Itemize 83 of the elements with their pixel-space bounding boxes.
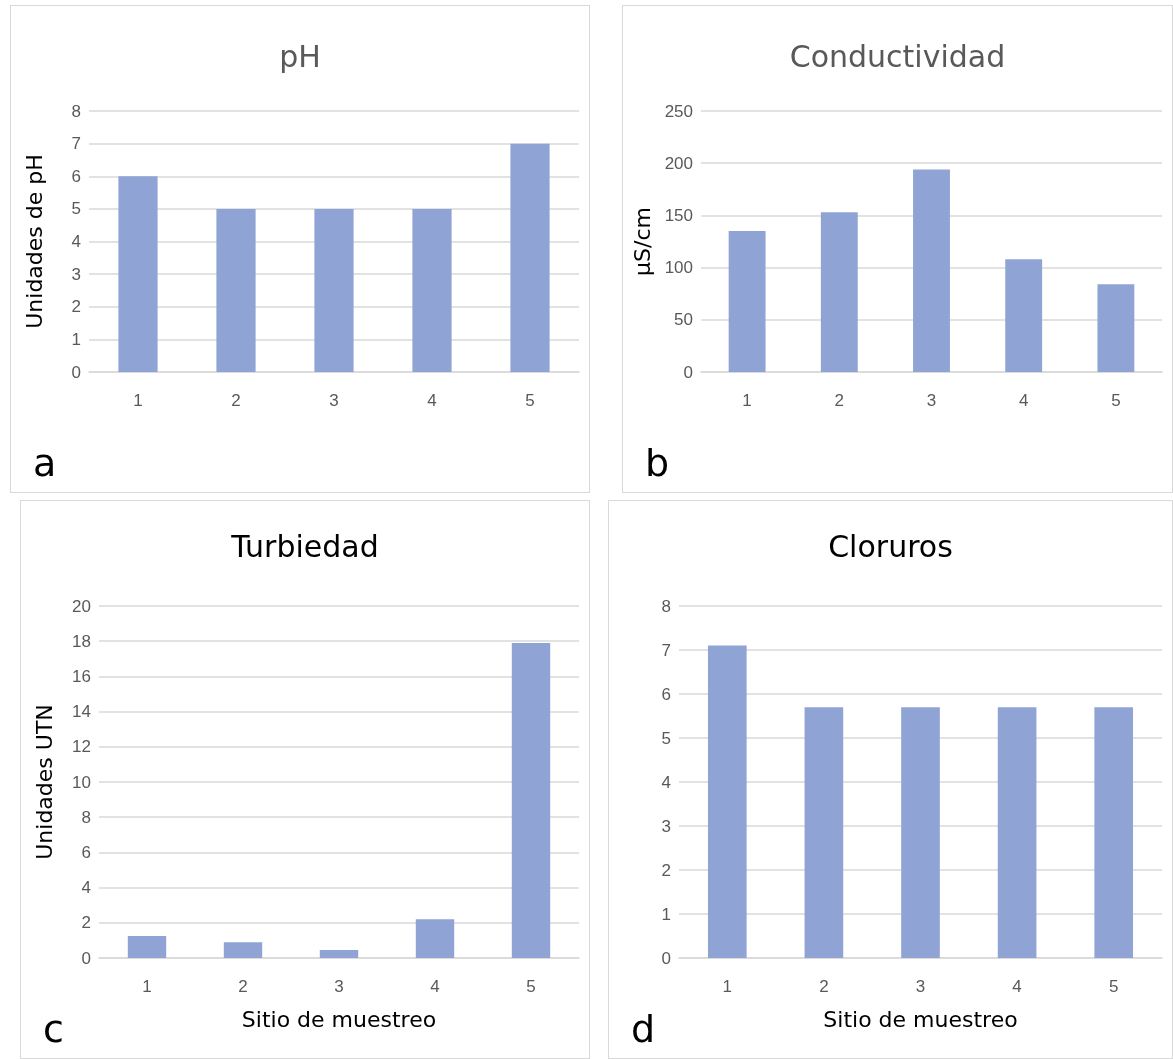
x-axis-title: Sitio de muestreo (823, 1006, 1018, 1032)
y-tick-label: 200 (664, 153, 693, 173)
x-tick-label: 2 (238, 977, 248, 996)
bar (216, 208, 256, 372)
x-tick-label: 4 (1012, 977, 1022, 996)
bar (118, 176, 158, 372)
x-tick-label: 5 (1108, 977, 1119, 996)
y-tick-label: 7 (661, 640, 671, 660)
y-tick-label: 250 (664, 101, 693, 121)
x-tick-label: 1 (722, 977, 733, 996)
y-tick-label: 14 (72, 702, 91, 722)
bar (127, 936, 167, 958)
y-tick-label: 100 (664, 258, 693, 278)
x-tick-label: 4 (427, 391, 437, 410)
y-tick-label: 1 (71, 329, 81, 349)
y-tick-label: 6 (81, 842, 91, 862)
x-tick-label: 4 (1018, 391, 1029, 410)
y-tick-label: 50 (674, 310, 693, 330)
bar (319, 950, 359, 958)
chart-title: pH (279, 38, 321, 74)
bar (820, 212, 858, 372)
x-tick-label: 2 (231, 391, 241, 410)
bar (314, 208, 354, 372)
y-tick-label: 6 (71, 166, 81, 186)
x-axis-title: Sitio de muestreo (241, 1006, 437, 1032)
y-tick-label: 16 (72, 666, 91, 686)
x-tick-label: 5 (525, 391, 535, 410)
y-tick-label: 3 (71, 264, 81, 284)
bar (510, 143, 550, 372)
chart-title: Conductividad (789, 38, 1006, 74)
chart-title: Cloruros (828, 528, 953, 564)
y-axis-title: Unidades UTN (31, 704, 57, 860)
y-tick-label: 0 (81, 948, 91, 968)
y-tick-label: 3 (661, 816, 671, 836)
bar (1097, 284, 1135, 372)
text: a (33, 441, 57, 485)
y-tick-label: 8 (81, 807, 91, 827)
bar (511, 642, 551, 958)
y-tick-label: 4 (81, 878, 91, 898)
bar (223, 942, 263, 958)
y-axis-title: Unidades de pH (21, 154, 47, 329)
text: b (645, 441, 670, 485)
bar (1005, 259, 1043, 372)
bar (913, 169, 950, 372)
y-tick-label: 10 (72, 772, 91, 792)
y-tick-label: 8 (71, 101, 81, 121)
x-tick-label: 4 (430, 977, 440, 996)
x-tick-label: 3 (926, 391, 937, 410)
x-tick-label: 3 (334, 977, 344, 996)
y-tick-label: 4 (71, 232, 81, 251)
y-tick-label: 6 (661, 684, 671, 704)
x-tick-label: 1 (142, 977, 152, 996)
chart-title: Turbiedad (230, 528, 379, 564)
bar (412, 208, 452, 372)
text: d (631, 1007, 656, 1051)
y-tick-label: 0 (661, 948, 671, 968)
bar (415, 919, 455, 958)
x-tick-label: 2 (819, 977, 829, 996)
y-tick-label: 18 (72, 631, 91, 651)
y-tick-label: 7 (71, 134, 81, 154)
y-tick-label: 4 (661, 772, 671, 792)
y-axis-title: μS/cm (630, 207, 656, 276)
x-tick-label: 5 (1111, 391, 1121, 410)
x-tick-label: 3 (329, 391, 339, 410)
y-tick-label: 2 (81, 913, 91, 933)
y-tick-label: 5 (71, 199, 81, 219)
bar (728, 231, 766, 372)
y-tick-label: 5 (661, 728, 671, 748)
y-tick-label: 20 (72, 596, 91, 616)
y-tick-label: 2 (71, 297, 81, 317)
text: c (43, 1007, 64, 1051)
y-tick-label: 2 (661, 860, 671, 880)
y-tick-label: 12 (72, 737, 91, 757)
x-tick-label: 1 (742, 391, 752, 410)
y-tick-label: 1 (661, 904, 671, 924)
x-tick-label: 2 (834, 391, 845, 410)
x-tick-label: 3 (915, 977, 926, 996)
y-tick-label: 0 (71, 362, 81, 382)
x-tick-label: 1 (133, 391, 143, 410)
y-tick-label: 150 (664, 205, 693, 225)
x-tick-label: 5 (526, 977, 536, 996)
y-tick-label: 8 (661, 596, 671, 616)
y-tick-label: 0 (683, 362, 693, 382)
